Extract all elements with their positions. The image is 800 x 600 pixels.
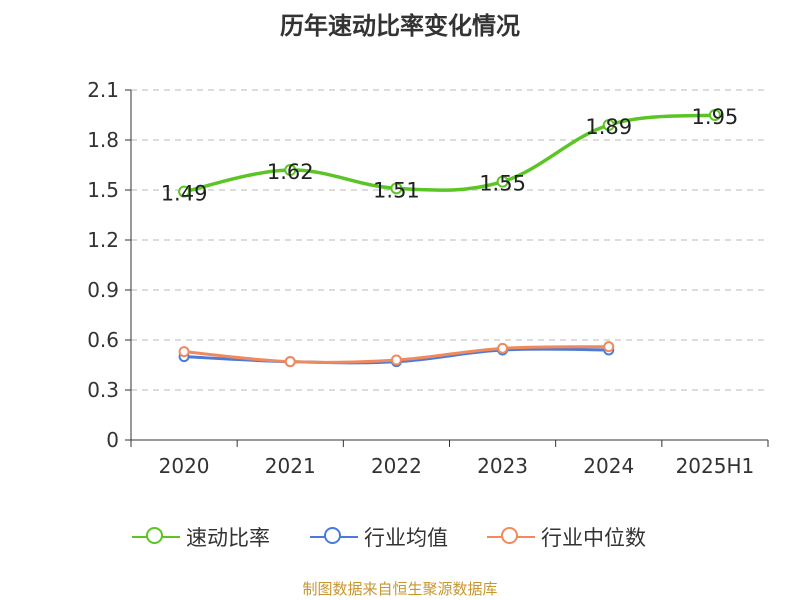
data-label-2022: 1.51 (373, 178, 420, 202)
series-0-point-2025H1 (708, 109, 721, 121)
y-tick-label-5: 1.5 (87, 178, 119, 202)
legend-item-industry-median[interactable]: 行业中位数 (487, 522, 646, 552)
x-tick-label-2025H1: 2025H1 (676, 454, 755, 478)
legend-item-quick-ratio[interactable]: 速动比率 (132, 522, 270, 552)
data-label-2025H1: 1.95 (692, 105, 739, 129)
y-tick-label-1: 0.3 (87, 378, 119, 402)
data-label-2020: 1.49 (161, 182, 208, 206)
series-2-point-2023 (497, 342, 509, 354)
series-2-point-2021 (284, 356, 296, 368)
legend-swatch-industry-mean (310, 525, 358, 549)
series-0-point-2024 (602, 119, 615, 131)
y-tick-label-3: 0.9 (87, 278, 119, 302)
y-tick-label-4: 1.2 (87, 228, 119, 252)
series-0-point-2023 (496, 175, 509, 188)
x-tick-label-2023: 2023 (477, 454, 528, 478)
legend-swatch-quick-ratio (132, 525, 180, 549)
series-0-point-2021 (284, 164, 297, 176)
legend-label-industry-median: 行业中位数 (541, 526, 646, 550)
y-tick-label-0: 0 (106, 428, 119, 452)
data-label-2021: 1.62 (267, 160, 314, 184)
legend-swatch-industry-median (487, 525, 535, 549)
legend-label-industry-mean: 行业均值 (364, 526, 448, 550)
x-tick-label-2024: 2024 (583, 454, 634, 478)
series-line-0 (182, 113, 717, 194)
x-tick-label-2022: 2022 (371, 454, 422, 478)
series-2-point-2022 (390, 354, 402, 366)
source-note: 制图数据来自恒生聚源数据库 (302, 580, 498, 598)
x-tick-label-2021: 2021 (265, 454, 316, 478)
series-2-point-2024 (603, 341, 615, 353)
data-label-2023: 1.55 (479, 172, 526, 196)
legend-item-industry-mean[interactable]: 行业均值 (310, 522, 448, 552)
legend-label-quick-ratio: 速动比率 (186, 526, 270, 550)
series-0-point-2022 (390, 182, 403, 195)
y-tick-label-6: 1.8 (87, 128, 119, 152)
series-0-point-2020 (178, 185, 191, 198)
y-tick-label-7: 2.1 (87, 78, 119, 102)
y-tick-label-2: 0.6 (87, 328, 119, 352)
x-tick-label-2020: 2020 (159, 454, 210, 478)
chart-title: 历年速动比率变化情况 (280, 12, 520, 40)
data-label-2024: 1.89 (585, 115, 632, 139)
chart-legend: 速动比率 行业均值 行业中位数 (0, 522, 800, 552)
series-2-point-2020 (178, 346, 190, 358)
